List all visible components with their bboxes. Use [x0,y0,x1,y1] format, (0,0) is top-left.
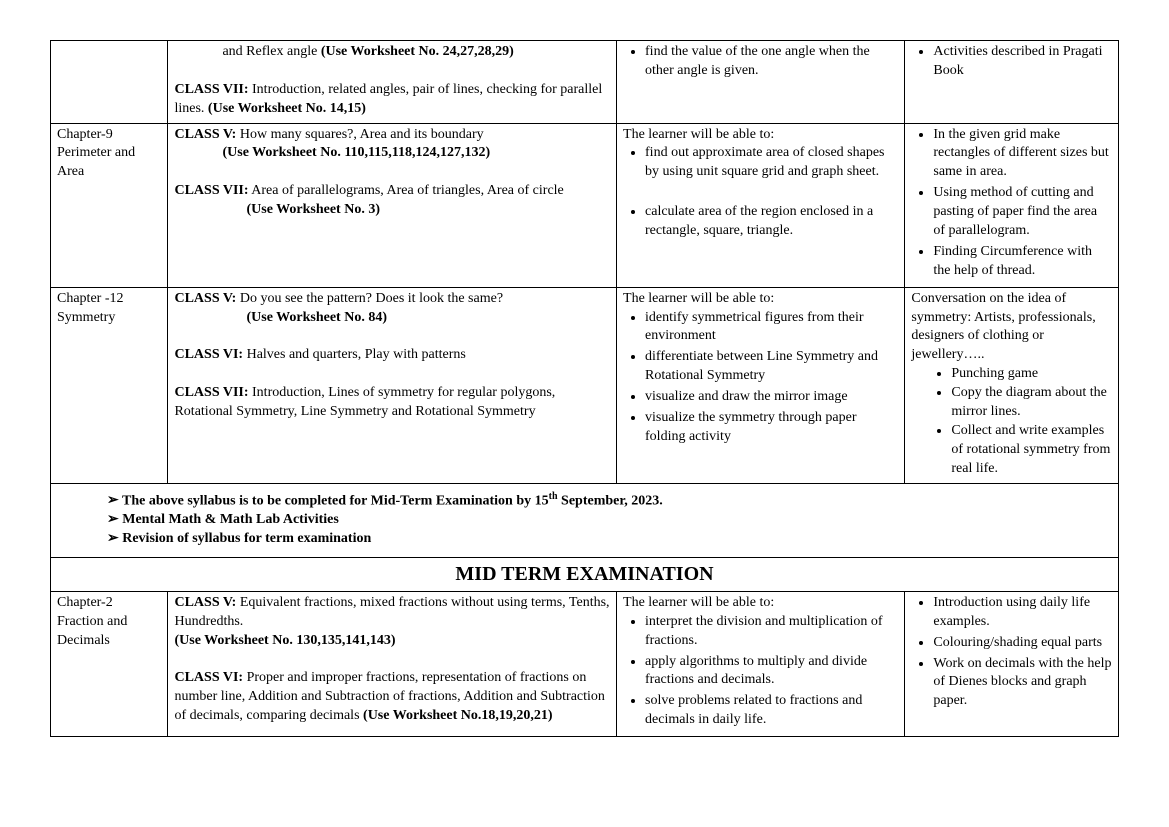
activities-cell: Activities described in Pragati Book [905,41,1119,124]
table-row: Chapter-2 Fraction and Decimals CLASS V:… [51,591,1119,736]
notes-cell: The above syllabus is to be completed fo… [51,483,1119,557]
worksheet-ref: (Use Worksheet No. 130,135,141,143) [174,633,395,648]
chapter-cell [51,41,168,124]
activity-item: Colouring/shading equal parts [933,634,1112,653]
worksheet-ref: (Use Worksheet No. 110,115,118,124,127,1… [222,145,490,160]
outcome-item: calculate area of the region enclosed in… [645,203,898,241]
activity-item: Introduction using daily life examples. [933,594,1112,632]
table-row: and Reflex angle (Use Worksheet No. 24,2… [51,41,1119,124]
chapter-cell: Chapter -12 Symmetry [51,287,168,483]
content-cell: and Reflex angle (Use Worksheet No. 24,2… [168,41,617,124]
outcome-intro: The learner will be able to: [623,595,774,610]
text: Do you see the pattern? Does it look the… [236,291,503,306]
worksheet-ref: (Use Worksheet No. 84) [246,310,387,325]
mid-term-header: MID TERM EXAMINATION [51,557,1119,591]
chapter-cell: Chapter-9 Perimeter and Area [51,123,168,287]
outcome-item: solve problems related to fractions and … [645,692,898,730]
worksheet-ref: (Use Worksheet No. 3) [246,202,380,217]
class-label: CLASS VI: [174,670,243,685]
class-label: CLASS VI: [174,347,243,362]
activities-cell: Introduction using daily life examples. … [905,591,1119,736]
content-cell: CLASS V: Equivalent fractions, mixed fra… [168,591,617,736]
activity-item: Using method of cutting and pasting of p… [933,184,1112,241]
table-row: Chapter -12 Symmetry CLASS V: Do you see… [51,287,1119,483]
class-label: CLASS V: [174,595,236,610]
chapter-title: Symmetry [57,310,115,325]
outcome-item: find out approximate area of closed shap… [645,144,898,182]
worksheet-ref: (Use Worksheet No. 14,15) [208,101,366,116]
class-label: CLASS VII: [174,385,248,400]
class-label: CLASS V: [174,127,236,142]
outcome-item: identify symmetrical figures from their … [645,309,898,347]
activity-item: Activities described in Pragati Book [933,43,1112,81]
chapter-cell: Chapter-2 Fraction and Decimals [51,591,168,736]
worksheet-ref: (Use Worksheet No. 24,27,28,29) [321,44,514,59]
class-label: CLASS VII: [174,183,248,198]
outcome-item: interpret the division and multiplicatio… [645,613,898,651]
chapter-number: Chapter-9 [57,127,113,142]
outcomes-cell: find the value of the one angle when the… [617,41,905,124]
note-item: Revision of syllabus for term examinatio… [107,530,1112,549]
outcomes-cell: The learner will be able to: interpret t… [617,591,905,736]
text: and Reflex angle [222,44,320,59]
outcome-intro: The learner will be able to: [623,127,774,142]
worksheet-ref: (Use Worksheet No.18,19,20,21) [363,708,553,723]
note-item: Mental Math & Math Lab Activities [107,511,1112,530]
outcomes-cell: The learner will be able to: identify sy… [617,287,905,483]
outcome-intro: The learner will be able to: [623,291,774,306]
notes-row: The above syllabus is to be completed fo… [51,483,1119,557]
activity-item: Work on decimals with the help of Dienes… [933,655,1112,712]
chapter-title: Fraction and Decimals [57,614,127,648]
text: How many squares?, Area and its boundary [236,127,483,142]
text: Equivalent fractions, mixed fractions wi… [174,595,609,629]
activity-item: Collect and write examples of rotational… [951,422,1112,479]
outcome-item: find the value of the one angle when the… [645,43,898,81]
outcome-item: visualize the symmetry through paper fol… [645,409,898,447]
content-cell: CLASS V: How many squares?, Area and its… [168,123,617,287]
content-cell: CLASS V: Do you see the pattern? Does it… [168,287,617,483]
activity-item: Copy the diagram about the mirror lines. [951,384,1112,422]
outcomes-cell: The learner will be able to: find out ap… [617,123,905,287]
activity-item: In the given grid make rectangles of dif… [933,126,1112,183]
activity-intro: Conversation on the idea of symmetry: Ar… [911,291,1095,363]
text: Halves and quarters, Play with patterns [243,347,466,362]
outcome-item: differentiate between Line Symmetry and … [645,348,898,386]
outcome-item: apply algorithms to multiply and divide … [645,653,898,691]
activity-item: Finding Circumference with the help of t… [933,243,1112,281]
class-label: CLASS VII: [174,82,248,97]
class-label: CLASS V: [174,291,236,306]
outcome-item: visualize and draw the mirror image [645,388,898,407]
activity-item: Punching game [951,365,1112,384]
table-row: Chapter-9 Perimeter and Area CLASS V: Ho… [51,123,1119,287]
activities-cell: Conversation on the idea of symmetry: Ar… [905,287,1119,483]
chapter-number: Chapter-2 [57,595,113,610]
chapter-number: Chapter -12 [57,291,123,306]
syllabus-table: and Reflex angle (Use Worksheet No. 24,2… [50,40,1119,737]
section-header-row: MID TERM EXAMINATION [51,557,1119,591]
text: Area of parallelograms, Area of triangle… [249,183,564,198]
note-item: The above syllabus is to be completed fo… [107,490,1112,512]
activities-cell: In the given grid make rectangles of dif… [905,123,1119,287]
chapter-title: Perimeter and Area [57,145,135,179]
